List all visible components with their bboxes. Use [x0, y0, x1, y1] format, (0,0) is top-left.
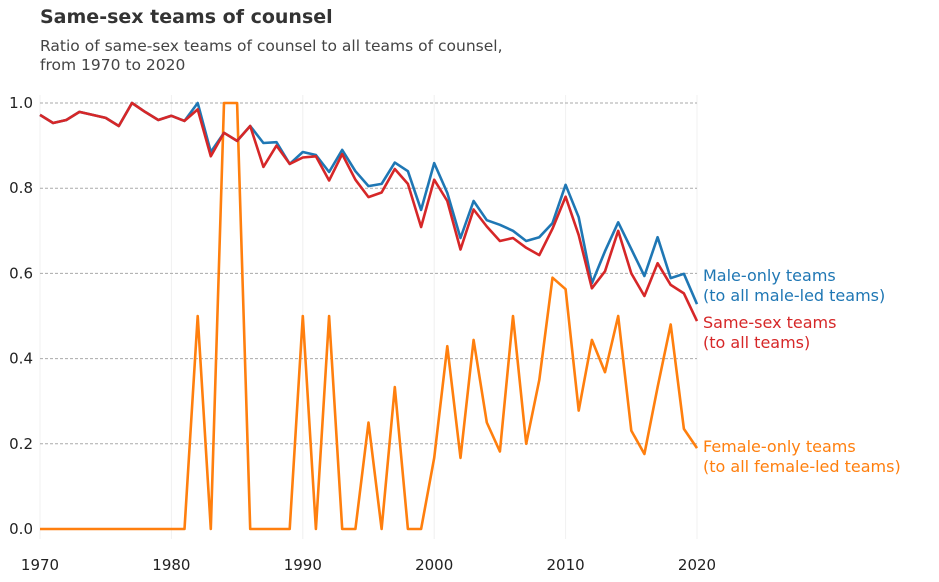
series-label: Female-only teams (to all female-led team… [703, 437, 901, 477]
series-label-line: (to all male-led teams) [703, 286, 886, 305]
series-label-line: (to all teams) [703, 333, 811, 352]
series-line-same-sex-teams [39, 101, 699, 322]
series-label: Same-sex teams (to all teams) [703, 313, 836, 353]
y-tick-label: 0.8 [9, 179, 33, 197]
series-label-line: Male-only teams [703, 266, 836, 285]
y-tick-label: 0.2 [9, 435, 33, 453]
y-tick-label: 0.0 [9, 520, 33, 538]
x-tick-label: 2010 [547, 556, 585, 574]
x-tick-label: 2000 [415, 556, 453, 574]
series-label-line: Female-only teams [703, 437, 856, 456]
series-label-line: (to all female-led teams) [703, 457, 901, 476]
y-tick-label: 0.4 [9, 350, 33, 368]
chart-title: Same-sex teams of counsel [40, 6, 333, 28]
subtitle-line: Ratio of same-sex teams of counsel to al… [40, 37, 503, 55]
x-tick-label: 1990 [284, 556, 322, 574]
x-tick-label: 1970 [21, 556, 59, 574]
y-tick-label: 0.6 [9, 264, 33, 282]
subtitle-line: from 1970 to 2020 [40, 56, 186, 74]
y-tick-label: 1.0 [9, 94, 33, 112]
series-label-line: Same-sex teams [703, 313, 837, 332]
series-line-female-only-teams [40, 101, 699, 531]
chart-subtitle: Ratio of same-sex teams of counsel to al… [40, 37, 503, 75]
series-line-male-only-teams [39, 101, 699, 305]
x-tick-label: 1980 [152, 556, 190, 574]
series-label: Male-only teams (to all male-led teams) [703, 266, 885, 306]
x-tick-label: 2020 [678, 556, 716, 574]
